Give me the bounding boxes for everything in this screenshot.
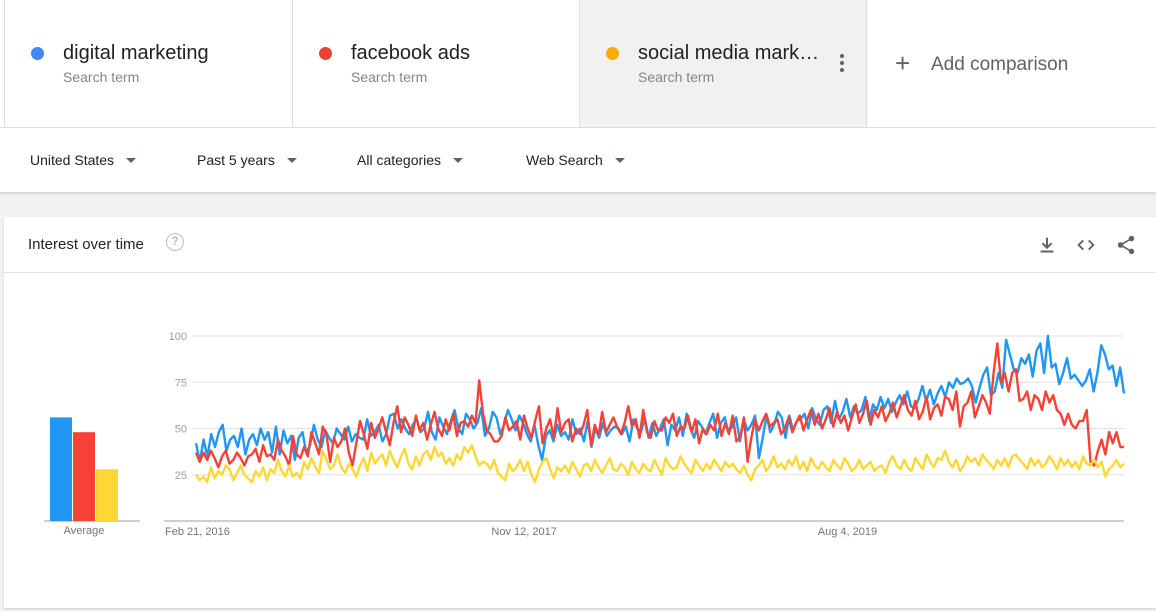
chart-grid: 25 50 75 100 [164,331,1124,522]
term-card-facebook-ads[interactable]: facebook ads Search term [292,0,579,127]
chart-lines [194,334,1126,484]
add-comparison-label: Add comparison [931,54,1069,75]
average-bar-2[interactable] [96,469,118,521]
y-tick-label: 75 [175,377,187,389]
download-icon[interactable] [1036,234,1058,256]
filter-bar: United States Past 5 years All categorie… [0,128,1156,192]
term-card-digital-marketing[interactable]: digital marketing Search term [4,0,292,127]
average-bars [44,417,140,522]
series-line-0[interactable] [194,334,1126,464]
x-tick-label: Aug 4, 2019 [818,526,877,538]
x-tick-label: Feb 21, 2016 [165,526,230,538]
add-comparison-button[interactable]: + Add comparison [866,0,1156,127]
embed-icon[interactable] [1075,234,1097,256]
series-color-dot [606,47,619,60]
series-line-2[interactable] [195,443,1125,484]
chevron-down-icon [614,157,625,163]
card-title: Interest over time [28,236,144,253]
series-line-1[interactable] [194,342,1124,469]
term-name[interactable]: digital marketing [63,42,209,64]
category-dropdown[interactable]: All categories [357,152,464,168]
chevron-down-icon [126,157,137,163]
y-tick-label: 100 [169,331,187,343]
average-bar-1[interactable] [73,432,95,521]
term-name[interactable]: social media mark… [638,42,820,64]
comparison-bar: digital marketing Search term facebook a… [0,0,1156,128]
x-tick-label: Nov 12, 2017 [491,526,556,538]
time-range-dropdown[interactable]: Past 5 years [197,152,297,168]
card-header: Interest over time ? [4,217,1156,273]
term-type-label: Search term [351,69,428,85]
plus-icon: + [895,48,911,78]
x-axis-labels: Feb 21, 2016 Nov 12, 2017 Aug 4, 2019 [165,526,877,538]
series-color-dot [31,47,44,60]
chevron-down-icon [453,157,464,163]
interest-chart: Average 25 50 75 100 Feb 21, 2016 Nov 12, 20… [44,331,1126,538]
term-type-label: Search term [63,69,140,85]
more-vert-icon[interactable] [840,54,844,72]
y-tick-label: 50 [175,424,187,436]
average-label: Average [64,525,105,537]
region-dropdown[interactable]: United States [30,152,137,168]
interest-over-time-card: Interest over time ? Average 25 50 75 100 F… [4,217,1156,608]
search-type-value: Web Search [526,152,603,168]
help-icon[interactable]: ? [166,233,184,251]
term-type-label: Search term [638,69,715,85]
category-value: All categories [357,152,442,168]
term-name[interactable]: facebook ads [351,42,470,64]
term-card-social-media-marketing[interactable]: social media mark… Search term [579,0,866,127]
series-color-dot [319,47,332,60]
chevron-down-icon [286,157,297,163]
y-tick-label: 25 [175,470,187,482]
region-value: United States [30,152,115,168]
time-range-value: Past 5 years [197,152,275,168]
search-type-dropdown[interactable]: Web Search [526,152,625,168]
average-bar-0[interactable] [50,417,72,521]
share-icon[interactable] [1115,234,1137,256]
